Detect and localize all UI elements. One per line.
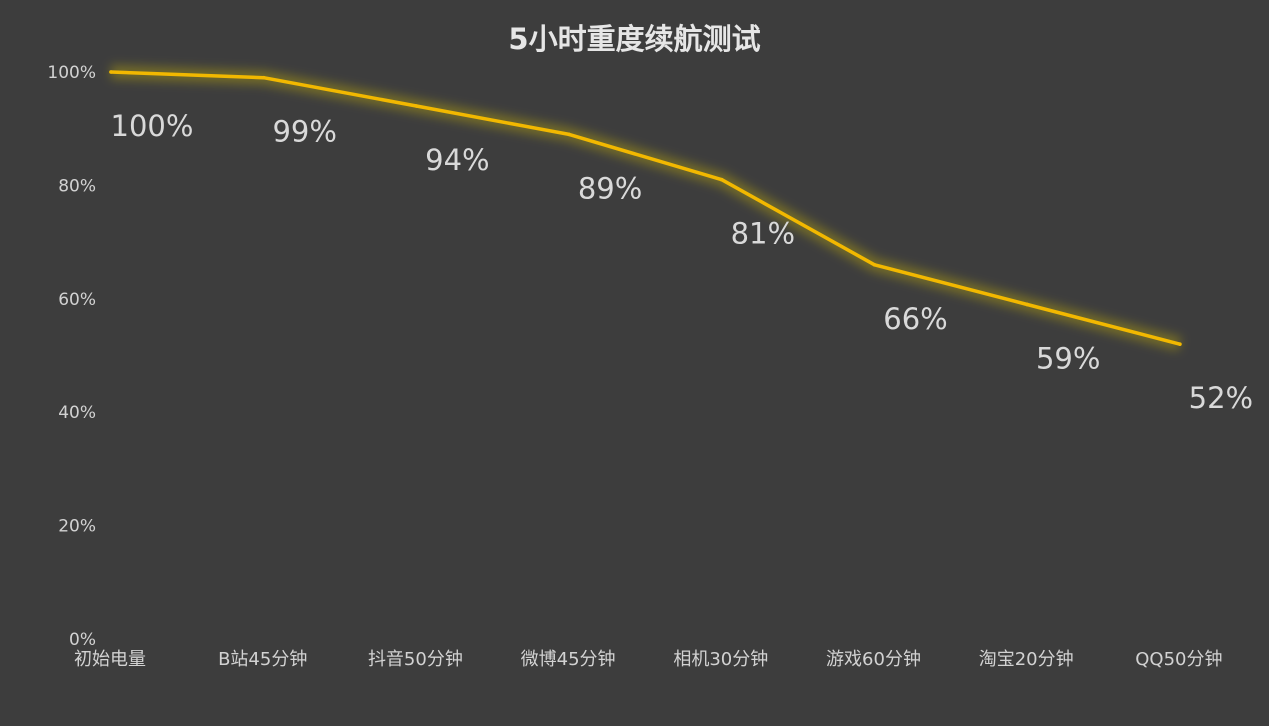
data-label: 59% (1036, 341, 1100, 375)
x-axis: 初始电量 B站45分钟 抖音50分钟 微博45分钟 相机30分钟 游戏60分钟 淘宝20分钟… (74, 649, 1223, 670)
data-point (720, 177, 724, 182)
data-label: 52% (1189, 381, 1253, 415)
chart-title: 5小时重度续航测试 (508, 22, 761, 56)
data-point (261, 75, 266, 80)
y-tick-label: 0% (69, 630, 96, 650)
y-tick-label: 20% (58, 517, 96, 537)
x-tick-label: 微博45分钟 (521, 649, 616, 670)
y-axis: 0% 20% 40% 60% 80% 100% (47, 63, 96, 650)
y-tick-label: 40% (58, 403, 96, 423)
data-label: 89% (578, 171, 642, 205)
data-label: 81% (731, 217, 795, 251)
data-label: 99% (272, 115, 336, 149)
x-tick-label: 相机30分钟 (673, 649, 768, 670)
data-label: 100% (111, 109, 194, 143)
data-point (1178, 342, 1182, 346)
series-layer (109, 65, 1182, 351)
x-tick-label: 抖音50分钟 (368, 649, 463, 670)
series-line (109, 70, 1182, 346)
data-point (567, 132, 571, 137)
x-tick-label: 游戏60分钟 (826, 649, 921, 670)
y-tick-label: 100% (47, 63, 96, 83)
data-point (1025, 302, 1029, 307)
data-label: 94% (425, 143, 489, 177)
y-tick-label: 80% (58, 176, 96, 196)
x-tick-label: 淘宝20分钟 (979, 649, 1074, 670)
x-tick-label: 初始电量 (74, 649, 146, 670)
x-tick-label: QQ50分钟 (1135, 649, 1222, 670)
data-label: 66% (883, 302, 947, 336)
data-point (109, 70, 113, 74)
data-point (872, 262, 877, 267)
y-tick-label: 60% (58, 290, 96, 310)
data-point (414, 104, 419, 108)
x-tick-label: B站45分钟 (218, 649, 307, 670)
data-labels: 100% 99% 94% 89% 81% 66% 59% 52% (111, 109, 1254, 415)
